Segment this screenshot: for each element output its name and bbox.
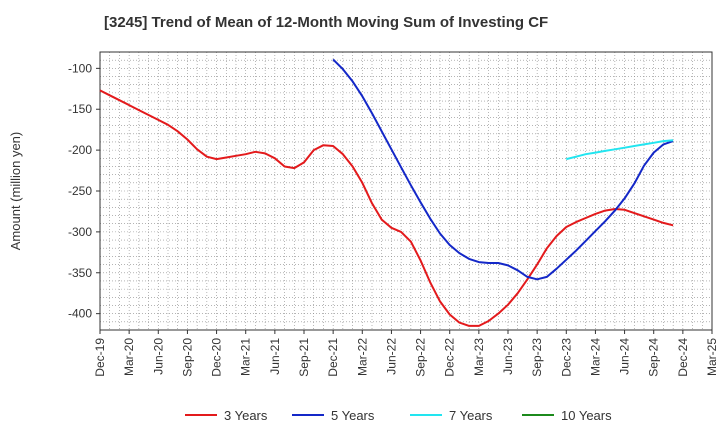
x-tick-label: Jun-24 xyxy=(618,338,632,375)
y-tick-label: -100 xyxy=(68,61,92,75)
x-tick-label: Mar-25 xyxy=(705,338,719,376)
x-tick-label: Mar-21 xyxy=(239,338,253,376)
x-tick-label: Sep-24 xyxy=(647,338,661,377)
x-tick-label: Sep-20 xyxy=(180,338,194,377)
y-tick-label: -400 xyxy=(68,307,92,321)
legend: 3 Years 5 Years 7 Years 10 Years xyxy=(185,408,612,423)
x-tick-label: Jun-20 xyxy=(151,338,165,375)
x-tick-label: Dec-21 xyxy=(326,338,340,377)
legend-label: 7 Years xyxy=(449,408,493,423)
series-line-7-years xyxy=(566,139,674,161)
x-tick-label: Dec-19 xyxy=(93,338,107,377)
y-tick-label: -250 xyxy=(68,184,92,198)
y-tick-label: -150 xyxy=(68,102,92,116)
y-tick-label: -350 xyxy=(68,266,92,280)
x-tick-label: Sep-22 xyxy=(414,338,428,377)
x-tick-label: Jun-21 xyxy=(268,338,282,375)
x-tick-label: Mar-24 xyxy=(588,338,602,376)
x-tick-label: Mar-22 xyxy=(355,338,369,376)
series-group xyxy=(99,58,674,327)
x-tick-label: Dec-20 xyxy=(210,338,224,377)
x-tick-label: Sep-21 xyxy=(297,338,311,377)
x-tick-label: Dec-23 xyxy=(559,338,573,377)
x-tick-label: Dec-22 xyxy=(443,338,457,377)
x-tick-label: Jun-22 xyxy=(384,338,398,375)
x-axis: Dec-19 Mar-20 Jun-20 Sep-20 Dec-20 Mar-21 Jun-… xyxy=(93,330,719,377)
x-tick-label: Mar-20 xyxy=(122,338,136,376)
chart-title: [3245] Trend of Mean of 12-Month Moving … xyxy=(104,14,548,31)
legend-label: 5 Years xyxy=(331,408,375,423)
legend-label: 3 Years xyxy=(224,408,268,423)
y-tick-label: -200 xyxy=(68,143,92,157)
series-line-5-years xyxy=(332,58,674,281)
x-tick-label: Jun-23 xyxy=(501,338,515,375)
y-axis-label: Amount (million yen) xyxy=(8,132,23,251)
x-tick-label: Mar-23 xyxy=(472,338,486,376)
series-line-3-years xyxy=(99,89,674,327)
x-tick-label: Sep-23 xyxy=(530,338,544,377)
y-axis: -100 -150 -200 -250 -300 -350 -400 xyxy=(68,61,100,321)
y-tick-label: -300 xyxy=(68,225,92,239)
grid xyxy=(99,52,713,330)
legend-label: 10 Years xyxy=(561,408,612,423)
x-tick-label: Dec-24 xyxy=(676,338,690,377)
